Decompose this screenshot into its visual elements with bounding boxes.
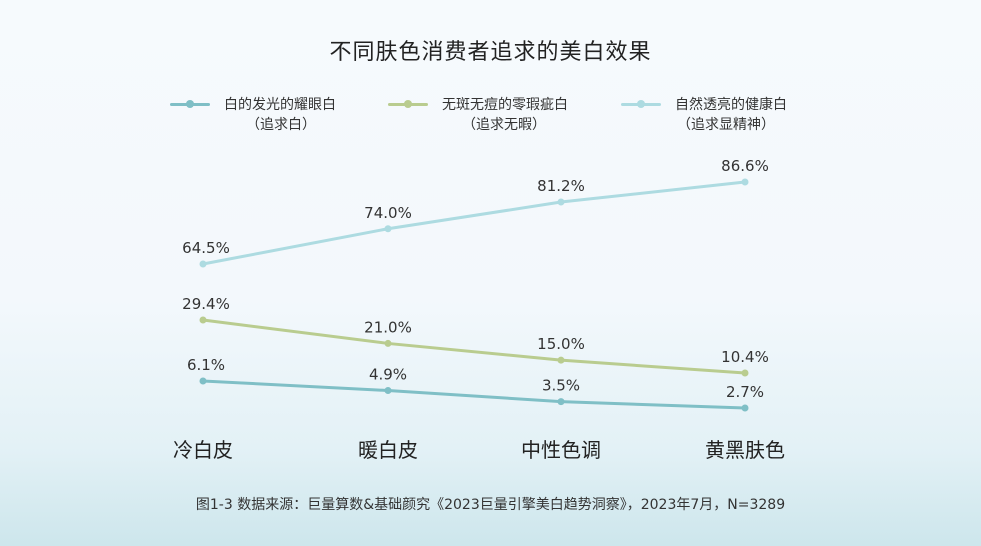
legend-sublabel-series-3: （追求显精神） [677,117,775,133]
data-point-s2-1 [199,316,207,324]
series-line-2 [201,318,747,375]
data-label-s2-4: 10.4% [721,348,769,366]
data-label-s3-1: 64.5% [182,239,230,257]
chart-source-note: 图1-3 数据来源：巨量算数&基础颜究《2023巨量引擎美白趋势洞察》，2023… [195,497,786,513]
data-label-s3-2: 74.0% [364,204,412,222]
legend-label-series-2: 无斑无痘的零瑕疵白 [442,97,568,113]
data-point-s1-4 [741,404,749,412]
legend-label-series-1: 白的发光的耀眼白 [224,97,336,113]
legend-dot-series-3 [637,100,645,108]
x-category-label-3: 中性色调 [521,438,601,462]
series-line-1 [201,379,747,410]
x-category-label-2: 暖白皮 [358,438,418,462]
data-label-s2-3: 15.0% [537,335,585,353]
legend-dot-series-1 [186,100,194,108]
data-point-s2-4 [741,369,749,377]
legend-dot-series-2 [404,100,412,108]
data-point-s1-2 [384,387,392,395]
x-category-label-1: 冷白皮 [173,438,233,462]
data-point-s1-3 [557,398,565,406]
data-point-s2-2 [384,339,392,347]
data-label-s2-1: 29.4% [182,295,230,313]
legend-sublabel-series-2: （追求无暇） [462,117,546,133]
x-category-label-4: 黄黑肤色 [705,438,785,462]
legend-sublabel-series-1: （追求白） [246,117,316,133]
data-label-s1-4: 2.7% [726,383,764,401]
data-point-s3-1 [199,260,207,268]
data-point-s3-3 [557,198,565,206]
data-label-s2-2: 21.0% [364,318,412,336]
data-label-s1-1: 6.1% [187,356,225,374]
data-point-s1-1 [199,377,207,385]
data-point-s3-2 [384,225,392,233]
chart-title: 不同肤色消费者追求的美白效果 [329,40,652,65]
data-point-s2-3 [557,356,565,364]
data-label-s3-3: 81.2% [537,177,585,195]
data-label-s3-4: 86.6% [721,157,769,175]
data-point-s3-4 [741,178,749,186]
data-label-s1-2: 4.9% [369,366,407,384]
series-line-3 [201,180,747,266]
data-label-s1-3: 3.5% [542,377,580,395]
legend-label-series-3: 自然透亮的健康白 [675,97,787,113]
